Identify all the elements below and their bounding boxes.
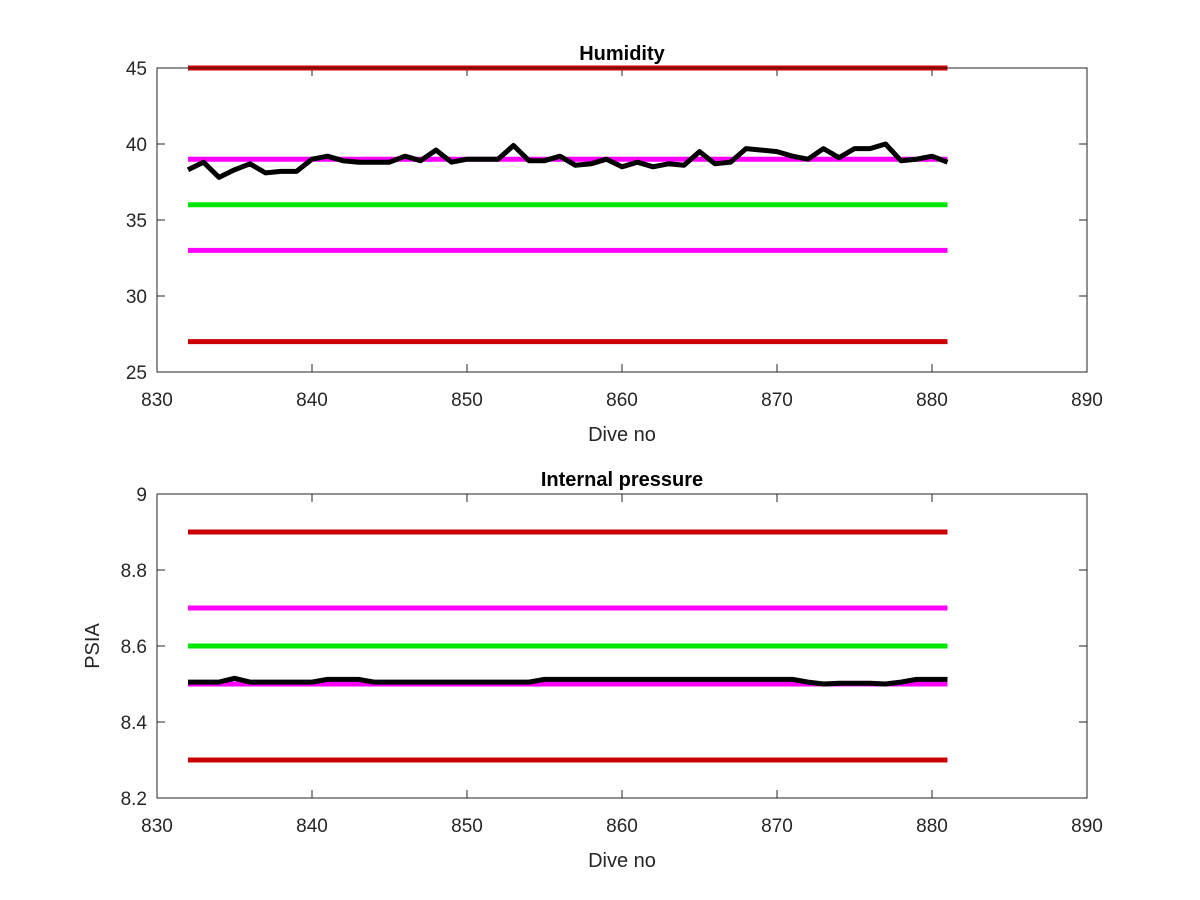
y-tick-label: 45: [126, 59, 147, 80]
x-tick-label: 840: [296, 390, 328, 411]
x-tick-label: 870: [761, 816, 793, 837]
humidity-plot: 830 840 850 860 870 880 890 25 30 35 40 45 Humidity D…: [126, 43, 1103, 446]
axes-border: [156, 67, 1088, 373]
y-tick-label: 8.8: [121, 561, 147, 582]
y-tick-label: 9: [136, 485, 147, 506]
data-series-line: [186, 141, 949, 180]
x-tick-label: 830: [141, 390, 173, 411]
y-tick-label: 35: [126, 211, 147, 232]
x-tick-label: 890: [1071, 816, 1103, 837]
y-tick-label: 8.2: [121, 789, 147, 810]
axes-border: [156, 493, 1088, 799]
x-tick-label: 880: [916, 390, 948, 411]
x-tick-label: 860: [606, 816, 638, 837]
x-tick-label: 890: [1071, 390, 1103, 411]
y-tick-label: 8.6: [121, 637, 147, 658]
x-axis-label: Dive no: [588, 424, 656, 446]
x-tick-label: 850: [451, 390, 483, 411]
chart-title: Internal pressure: [541, 469, 703, 491]
x-tick-label: 840: [296, 816, 328, 837]
x-axis-label: Dive no: [588, 850, 656, 872]
y-tick-label: 8.4: [121, 713, 148, 734]
x-tick-label: 830: [141, 816, 173, 837]
y-tick-label: 25: [126, 363, 147, 384]
x-tick-label: 880: [916, 816, 948, 837]
axes-frame: [156, 67, 1088, 373]
x-tick-label: 870: [761, 390, 793, 411]
y-axis-label: PSIA: [82, 623, 104, 669]
internal-pressure-plot: 830 840 850 860 870 880 890 8.2 8.4 8.6 8.8 9 Intern…: [82, 469, 1103, 872]
x-tick-label: 850: [451, 816, 483, 837]
chart-title: Humidity: [579, 43, 665, 65]
y-tick-label: 30: [126, 287, 147, 308]
data-series-line: [188, 675, 948, 687]
x-tick-label: 860: [606, 390, 638, 411]
y-tick-label: 40: [126, 135, 147, 156]
